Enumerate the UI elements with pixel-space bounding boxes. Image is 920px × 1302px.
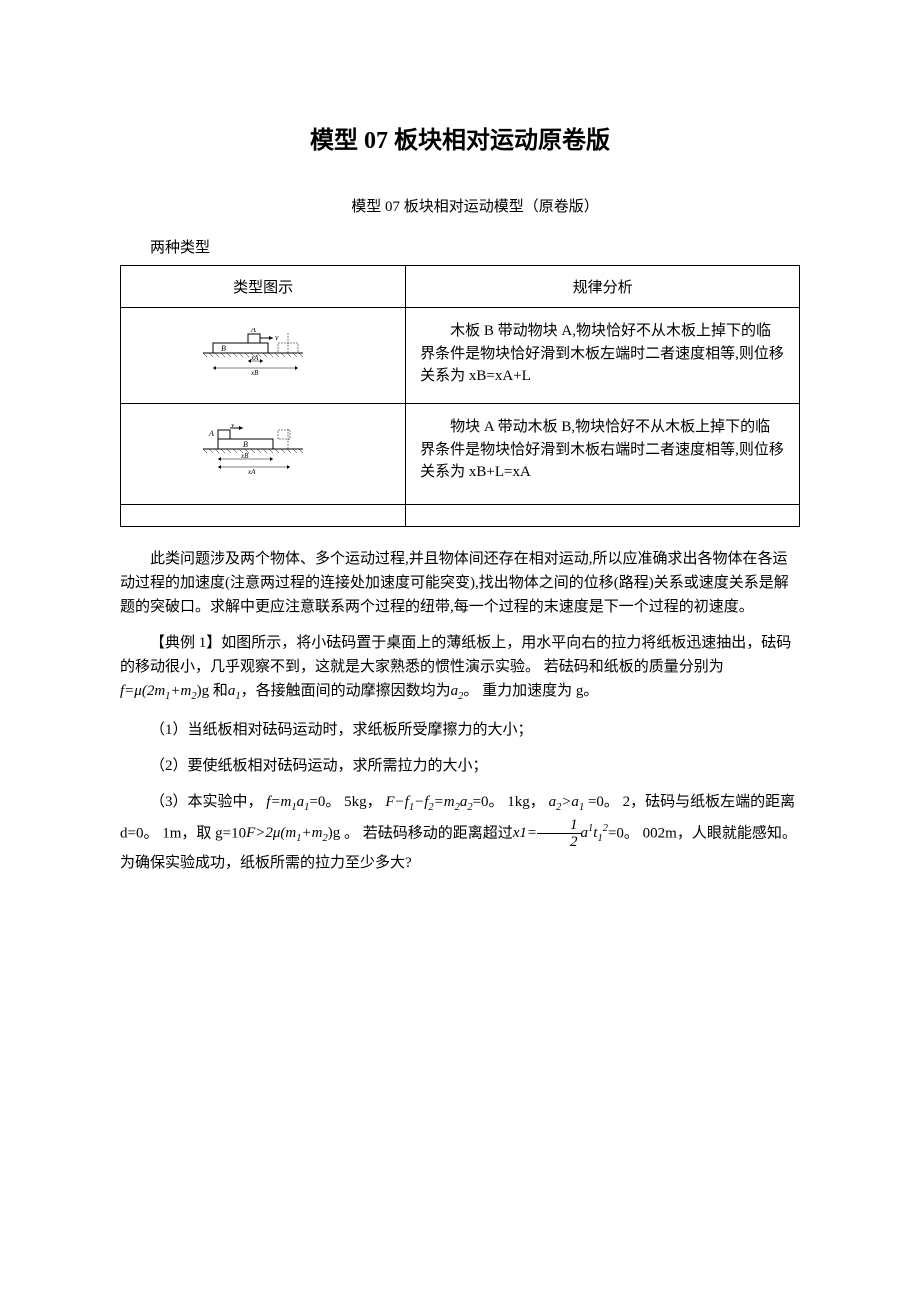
example-text-prefix: 【典例 1】如图所示，将小砝码置于桌面上的薄纸板上，用水平向右的拉力将纸板迅速抽… (120, 635, 791, 675)
svg-text:A: A (250, 328, 256, 334)
svg-text:xB: xB (240, 452, 249, 460)
formula-Fexpr: F−f1−f2=m2a2 (385, 794, 472, 810)
q3-part1: =0。 5kg， (309, 794, 381, 810)
diagram-1-icon: A B v (193, 328, 333, 378)
type-table: 类型图示 规律分析 A B v (120, 265, 800, 527)
q3-part2: =0。 1kg， (473, 794, 545, 810)
svg-text:B: B (221, 344, 226, 353)
analysis-cell-2: 物块 A 带动木板 B,物块恰好不从木板上掉下的临界条件是物块恰好滑到木板右端时… (406, 404, 800, 505)
svg-text:xB: xB (250, 369, 259, 377)
formula-gt: a2>a1 (549, 794, 585, 810)
formula-a1: a1 (228, 683, 241, 699)
diagram-cell-1: A B v (121, 308, 406, 404)
formula-Fgt: F>2μ(m1+m2)g (246, 825, 340, 841)
svg-text:xA: xA (250, 354, 259, 362)
table-header-diagram: 类型图示 (121, 266, 406, 308)
table-row-empty (121, 505, 800, 527)
svg-text:B: B (243, 440, 248, 449)
subtitle: 模型 07 板块相对运动模型（原卷版） (120, 195, 800, 216)
section-label: 两种类型 (120, 236, 800, 257)
example-text-mid1: 和 (213, 683, 228, 699)
diagram-2-icon: A B v (193, 424, 333, 479)
table-header-analysis: 规律分析 (406, 266, 800, 308)
svg-text:xA: xA (247, 468, 256, 476)
question-1: （1）当纸板相对砝码运动时，求纸板所受摩擦力的大小； (120, 718, 800, 742)
formula-x1: x1=12a1t12 (513, 825, 608, 841)
formula-f1a: f=m1a1 (266, 794, 309, 810)
svg-text:v: v (231, 424, 235, 429)
paragraph-example: 【典例 1】如图所示，将小砝码置于桌面上的薄纸板上，用水平向右的拉力将纸板迅速抽… (120, 631, 800, 706)
analysis-cell-1: 木板 B 带动物块 A,物块恰好不从木板上掉下的临界条件是物块恰好滑到木板左端时… (406, 308, 800, 404)
table-row: A B v (121, 404, 800, 505)
formula-a2: a2 (451, 683, 464, 699)
svg-text:v: v (275, 333, 279, 342)
formula-f: f=μ(2m1+m2)g (120, 683, 209, 699)
empty-cell (121, 505, 406, 527)
diagram-cell-2: A B v (121, 404, 406, 505)
page-title: 模型 07 板块相对运动原卷版 (120, 120, 800, 155)
example-text-suffix: 。 重力加速度为 g。 (463, 683, 598, 699)
paragraph-intro: 此类问题涉及两个物体、多个运动过程,并且物体间还存在相对运动,所以应准确求出各物… (120, 547, 800, 619)
question-2: （2）要使纸板相对砝码运动，求所需拉力的大小； (120, 754, 800, 778)
svg-text:A: A (208, 429, 214, 438)
example-text-mid2: ，各接触面间的动摩擦因数均为 (241, 683, 451, 699)
empty-cell (406, 505, 800, 527)
q3-prefix: （3）本实验中， (150, 794, 263, 810)
table-row: A B v (121, 308, 800, 404)
question-3: （3）本实验中， f=m1a1=0。 5kg， F−f1−f2=m2a2=0。 … (120, 790, 800, 875)
q3-part4: 。 若砝码移动的距离超过 (340, 825, 513, 841)
